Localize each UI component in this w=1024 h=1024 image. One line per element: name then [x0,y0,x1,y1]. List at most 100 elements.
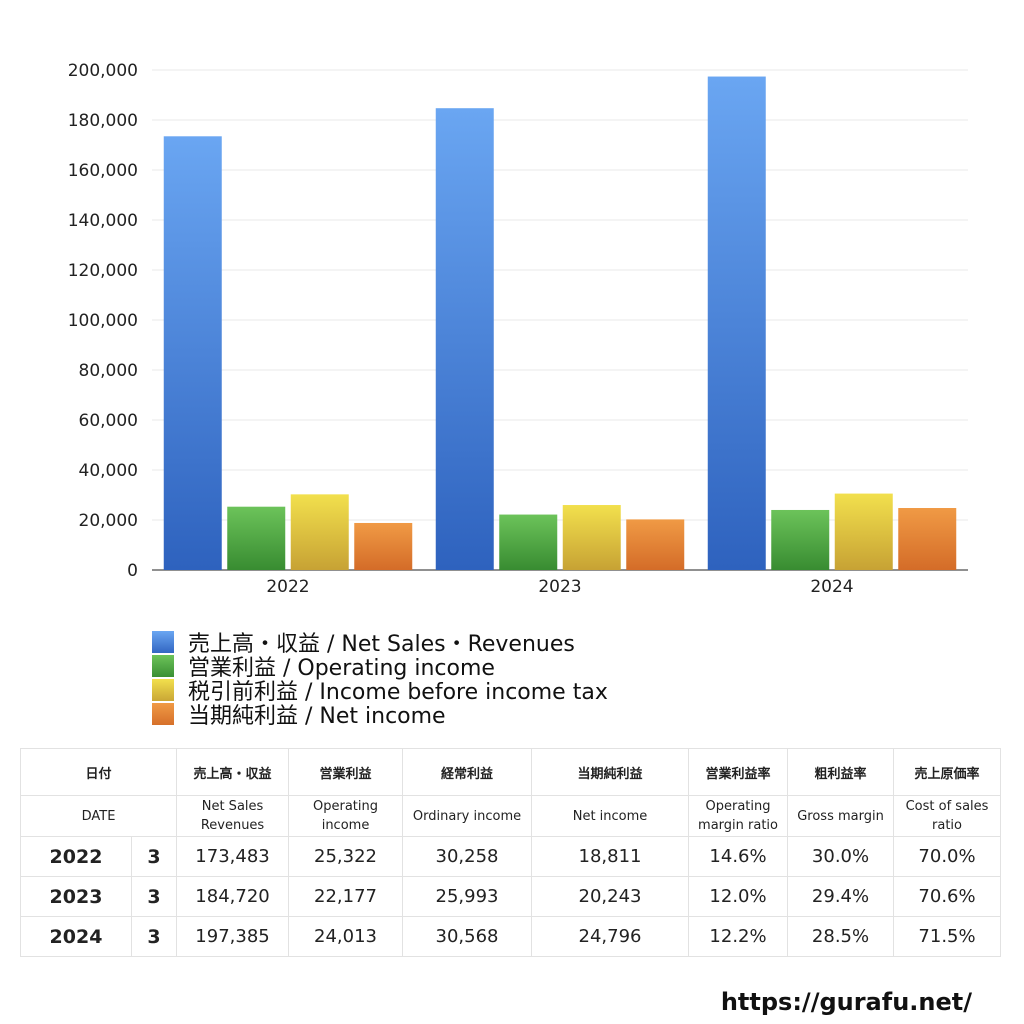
legend-swatch-pretax [152,679,174,701]
th-ordinary-en: Ordinary income [402,795,533,837]
bar [499,514,558,570]
bar [898,508,957,570]
bar [626,519,685,570]
table-header-jp-row: 日付 売上高・収益 営業利益 経常利益 当期純利益 営業利益率 粗利益率 売上原… [19,748,1002,796]
table-header-en-row: DATE Net Sales Revenues Operating income O… [19,795,1002,837]
cell-op-margin: 14.6% [688,836,789,877]
cell-gross-margin: 28.5% [787,916,895,957]
cell-cost-ratio: 71.5% [893,916,1002,957]
financial-table: 日付 売上高・収益 営業利益 経常利益 当期純利益 営業利益率 粗利益率 売上原… [19,748,1002,957]
legend-item-net: 当期純利益 / Net income [152,702,608,729]
y-tick-label: 80,000 [79,361,138,381]
legend-item-pretax: 税引前利益 / Income before income tax [152,678,608,705]
cell-op-margin: 12.0% [688,876,789,917]
y-axis-ticks: 0 20,000 40,000 60,000 80,000 100,000 120,000 1… [68,61,138,581]
th-operating-en: Operating income [288,795,404,837]
cell-year: 2023 [20,876,132,917]
cell-operating: 22,177 [288,876,404,917]
cell-sales: 184,720 [176,876,290,917]
th-cost-ratio-en-line2: ratio [932,818,962,833]
th-cost-ratio-en: Cost of sales ratio [893,795,1002,837]
cell-ordinary: 25,993 [402,876,533,917]
th-date-en: DATE [19,795,178,837]
cell-gross-margin: 30.0% [787,836,895,877]
cell-cost-ratio: 70.6% [893,876,1002,917]
cell-year: 2022 [20,836,132,877]
th-operating-en-line2: income [321,818,370,833]
cell-operating: 24,013 [288,916,404,957]
y-tick-label: 0 [127,561,138,581]
th-sales-jp: 売上高・収益 [176,748,290,796]
cell-month: 3 [130,916,178,957]
th-net-jp: 当期純利益 [531,748,690,796]
th-op-margin-en-line1: Operating [705,799,771,814]
cell-gross-margin: 29.4% [787,876,895,917]
th-cost-ratio-en-line1: Cost of sales [905,799,989,814]
x-axis-ticks: 2022 2023 2024 [266,577,853,597]
cell-op-margin: 12.2% [688,916,789,957]
th-gross-margin-jp: 粗利益率 [787,748,895,796]
th-gross-margin-en: Gross margin [787,795,895,837]
bar [707,76,766,570]
bar [771,509,830,570]
bar [354,522,413,570]
gridlines [152,69,968,571]
th-operating-en-line1: Operating [313,799,379,814]
y-tick-label: 200,000 [68,61,138,81]
legend-swatch-operating [152,655,174,677]
y-tick-label: 140,000 [68,211,138,231]
cell-operating: 25,322 [288,836,404,877]
th-sales-en-line2: Revenues [200,818,265,833]
th-cost-ratio-jp: 売上原価率 [893,748,1002,796]
x-tick-label: 2022 [266,577,309,597]
legend-label-pretax: 税引前利益 / Income before income tax [188,680,608,705]
y-tick-label: 20,000 [79,511,138,531]
legend-label-net: 当期純利益 / Net income [188,704,446,729]
cell-ordinary: 30,568 [402,916,533,957]
th-operating-jp: 営業利益 [288,748,404,796]
bar-chart: 0 20,000 40,000 60,000 80,000 100,000 120,000 1… [68,61,968,597]
cell-net: 18,811 [531,836,690,877]
legend-swatch-sales [152,631,174,653]
bar [834,493,893,570]
cell-sales: 173,483 [176,836,290,877]
bar [290,494,349,570]
legend-item-sales: 売上高・収益 / Net Sales・Revenues [152,630,608,657]
cell-cost-ratio: 70.0% [893,836,1002,877]
bar [435,108,494,570]
bar [562,505,621,570]
table-row: 2023 3 184,720 22,177 25,993 20,243 12.0… [20,876,1002,917]
th-net-en: Net income [531,795,690,837]
y-tick-label: 160,000 [68,161,138,181]
legend-label-operating: 営業利益 / Operating income [188,656,495,681]
y-tick-label: 40,000 [79,461,138,481]
legend-item-operating: 営業利益 / Operating income [152,654,608,681]
cell-month: 3 [130,876,178,917]
y-tick-label: 120,000 [68,261,138,281]
th-sales-en-line1: Net Sales [201,799,264,814]
cell-month: 3 [130,836,178,877]
legend-swatch-net [152,703,174,725]
bar [163,136,222,571]
cell-ordinary: 30,258 [402,836,533,877]
th-op-margin-en-line2: margin ratio [698,818,778,833]
x-tick-label: 2024 [810,577,853,597]
bars [163,76,957,571]
table-row: 2024 3 197,385 24,013 30,568 24,796 12.2… [20,916,1002,957]
th-op-margin-en: Operating margin ratio [688,795,789,837]
y-tick-label: 100,000 [68,311,138,331]
cell-year: 2024 [20,916,132,957]
th-date-jp: 日付 [19,748,178,796]
site-url: https://gurafu.net/ [720,988,972,1016]
chart-legend: 売上高・収益 / Net Sales・Revenues 営業利益 / Opera… [152,630,608,729]
cell-sales: 197,385 [176,916,290,957]
th-op-margin-jp: 営業利益率 [688,748,789,796]
table-row: 2022 3 173,483 25,322 30,258 18,811 14.6… [20,836,1002,877]
cell-net: 20,243 [531,876,690,917]
y-tick-label: 180,000 [68,111,138,131]
legend-label-sales: 売上高・収益 / Net Sales・Revenues [188,632,575,657]
th-ordinary-jp: 経常利益 [402,748,533,796]
bar [227,506,286,570]
th-sales-en: Net Sales Revenues [176,795,290,837]
y-tick-label: 60,000 [79,411,138,431]
